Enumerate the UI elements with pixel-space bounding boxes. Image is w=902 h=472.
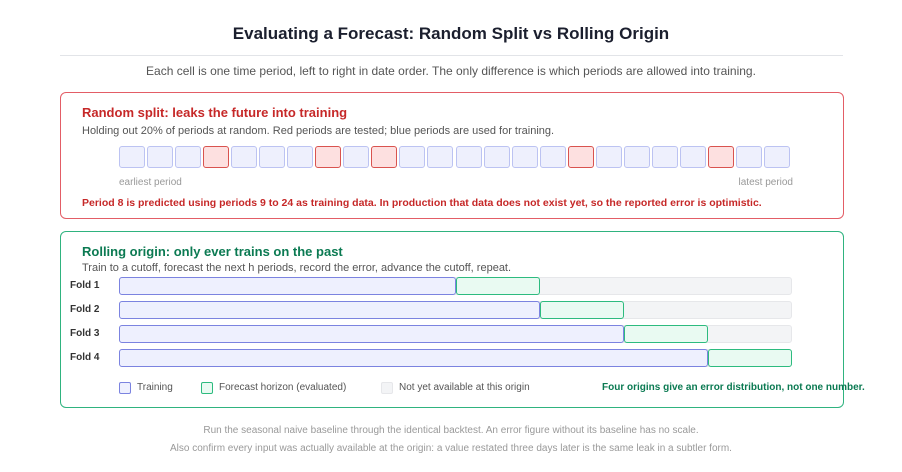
period-cell: [567, 146, 594, 168]
legend-label: Not yet available at this origin: [399, 382, 530, 393]
training-segment: [119, 325, 624, 343]
period-cell: [287, 146, 314, 168]
period-cell: [679, 146, 706, 168]
legend-label: Forecast horizon (evaluated): [219, 382, 347, 393]
panel-heading: Random split: leaks the future into trai…: [82, 105, 348, 120]
panel-heading: Rolling origin: only ever trains on the …: [82, 244, 343, 259]
random-split-panel: [60, 92, 844, 219]
period-cell: [343, 146, 370, 168]
period-cell: [511, 146, 538, 168]
legend-swatch: [119, 382, 131, 394]
divider: [60, 55, 843, 56]
period-cell: [119, 146, 146, 168]
legend-swatch: [201, 382, 213, 394]
horizon-segment: [539, 301, 624, 319]
period-cell: [735, 146, 762, 168]
period-cell: [231, 146, 258, 168]
period-cell: [203, 146, 230, 168]
period-cell: [539, 146, 566, 168]
period-cell: [623, 146, 650, 168]
period-cell: [427, 146, 454, 168]
warning-note: Period 8 is predicted using periods 9 to…: [82, 197, 762, 209]
period-cell: [371, 146, 398, 168]
period-cell: [315, 146, 342, 168]
horizon-segment: [623, 325, 708, 343]
panel-description: Holding out 20% of periods at random. Re…: [82, 125, 555, 137]
panel-description: Train to a cutoff, forecast the next h p…: [82, 262, 512, 274]
fold-label: Fold 1: [70, 280, 100, 291]
fold-label: Fold 3: [70, 328, 100, 339]
fold-label: Fold 2: [70, 304, 100, 315]
legend-label: Training: [137, 382, 173, 393]
fold-label: Fold 4: [70, 352, 100, 363]
training-segment: [119, 301, 540, 319]
footer-line: Run the seasonal naive baseline through …: [203, 425, 699, 436]
period-cell: [707, 146, 734, 168]
period-cell: [147, 146, 174, 168]
period-cell: [763, 146, 790, 168]
horizon-segment: [707, 349, 792, 367]
period-cell: [175, 146, 202, 168]
period-cell: [399, 146, 426, 168]
legend-swatch: [381, 382, 393, 394]
footer-line: Also confirm every input was actually av…: [170, 443, 732, 454]
period-cell: [595, 146, 622, 168]
horizon-segment: [455, 277, 540, 295]
summary-note: Four origins give an error distribution,…: [602, 382, 865, 393]
period-cell: [259, 146, 286, 168]
rolling-origin-panel: [60, 231, 844, 408]
period-cell: [483, 146, 510, 168]
period-cell: [455, 146, 482, 168]
axis-start-label: earliest period: [119, 177, 182, 188]
page-title: Evaluating a Forecast: Random Split vs R…: [232, 24, 670, 43]
period-cell: [651, 146, 678, 168]
training-segment: [119, 277, 456, 295]
training-segment: [119, 349, 708, 367]
page-subtitle: Each cell is one time period, left to ri…: [146, 64, 756, 78]
axis-end-label: latest period: [738, 177, 793, 188]
